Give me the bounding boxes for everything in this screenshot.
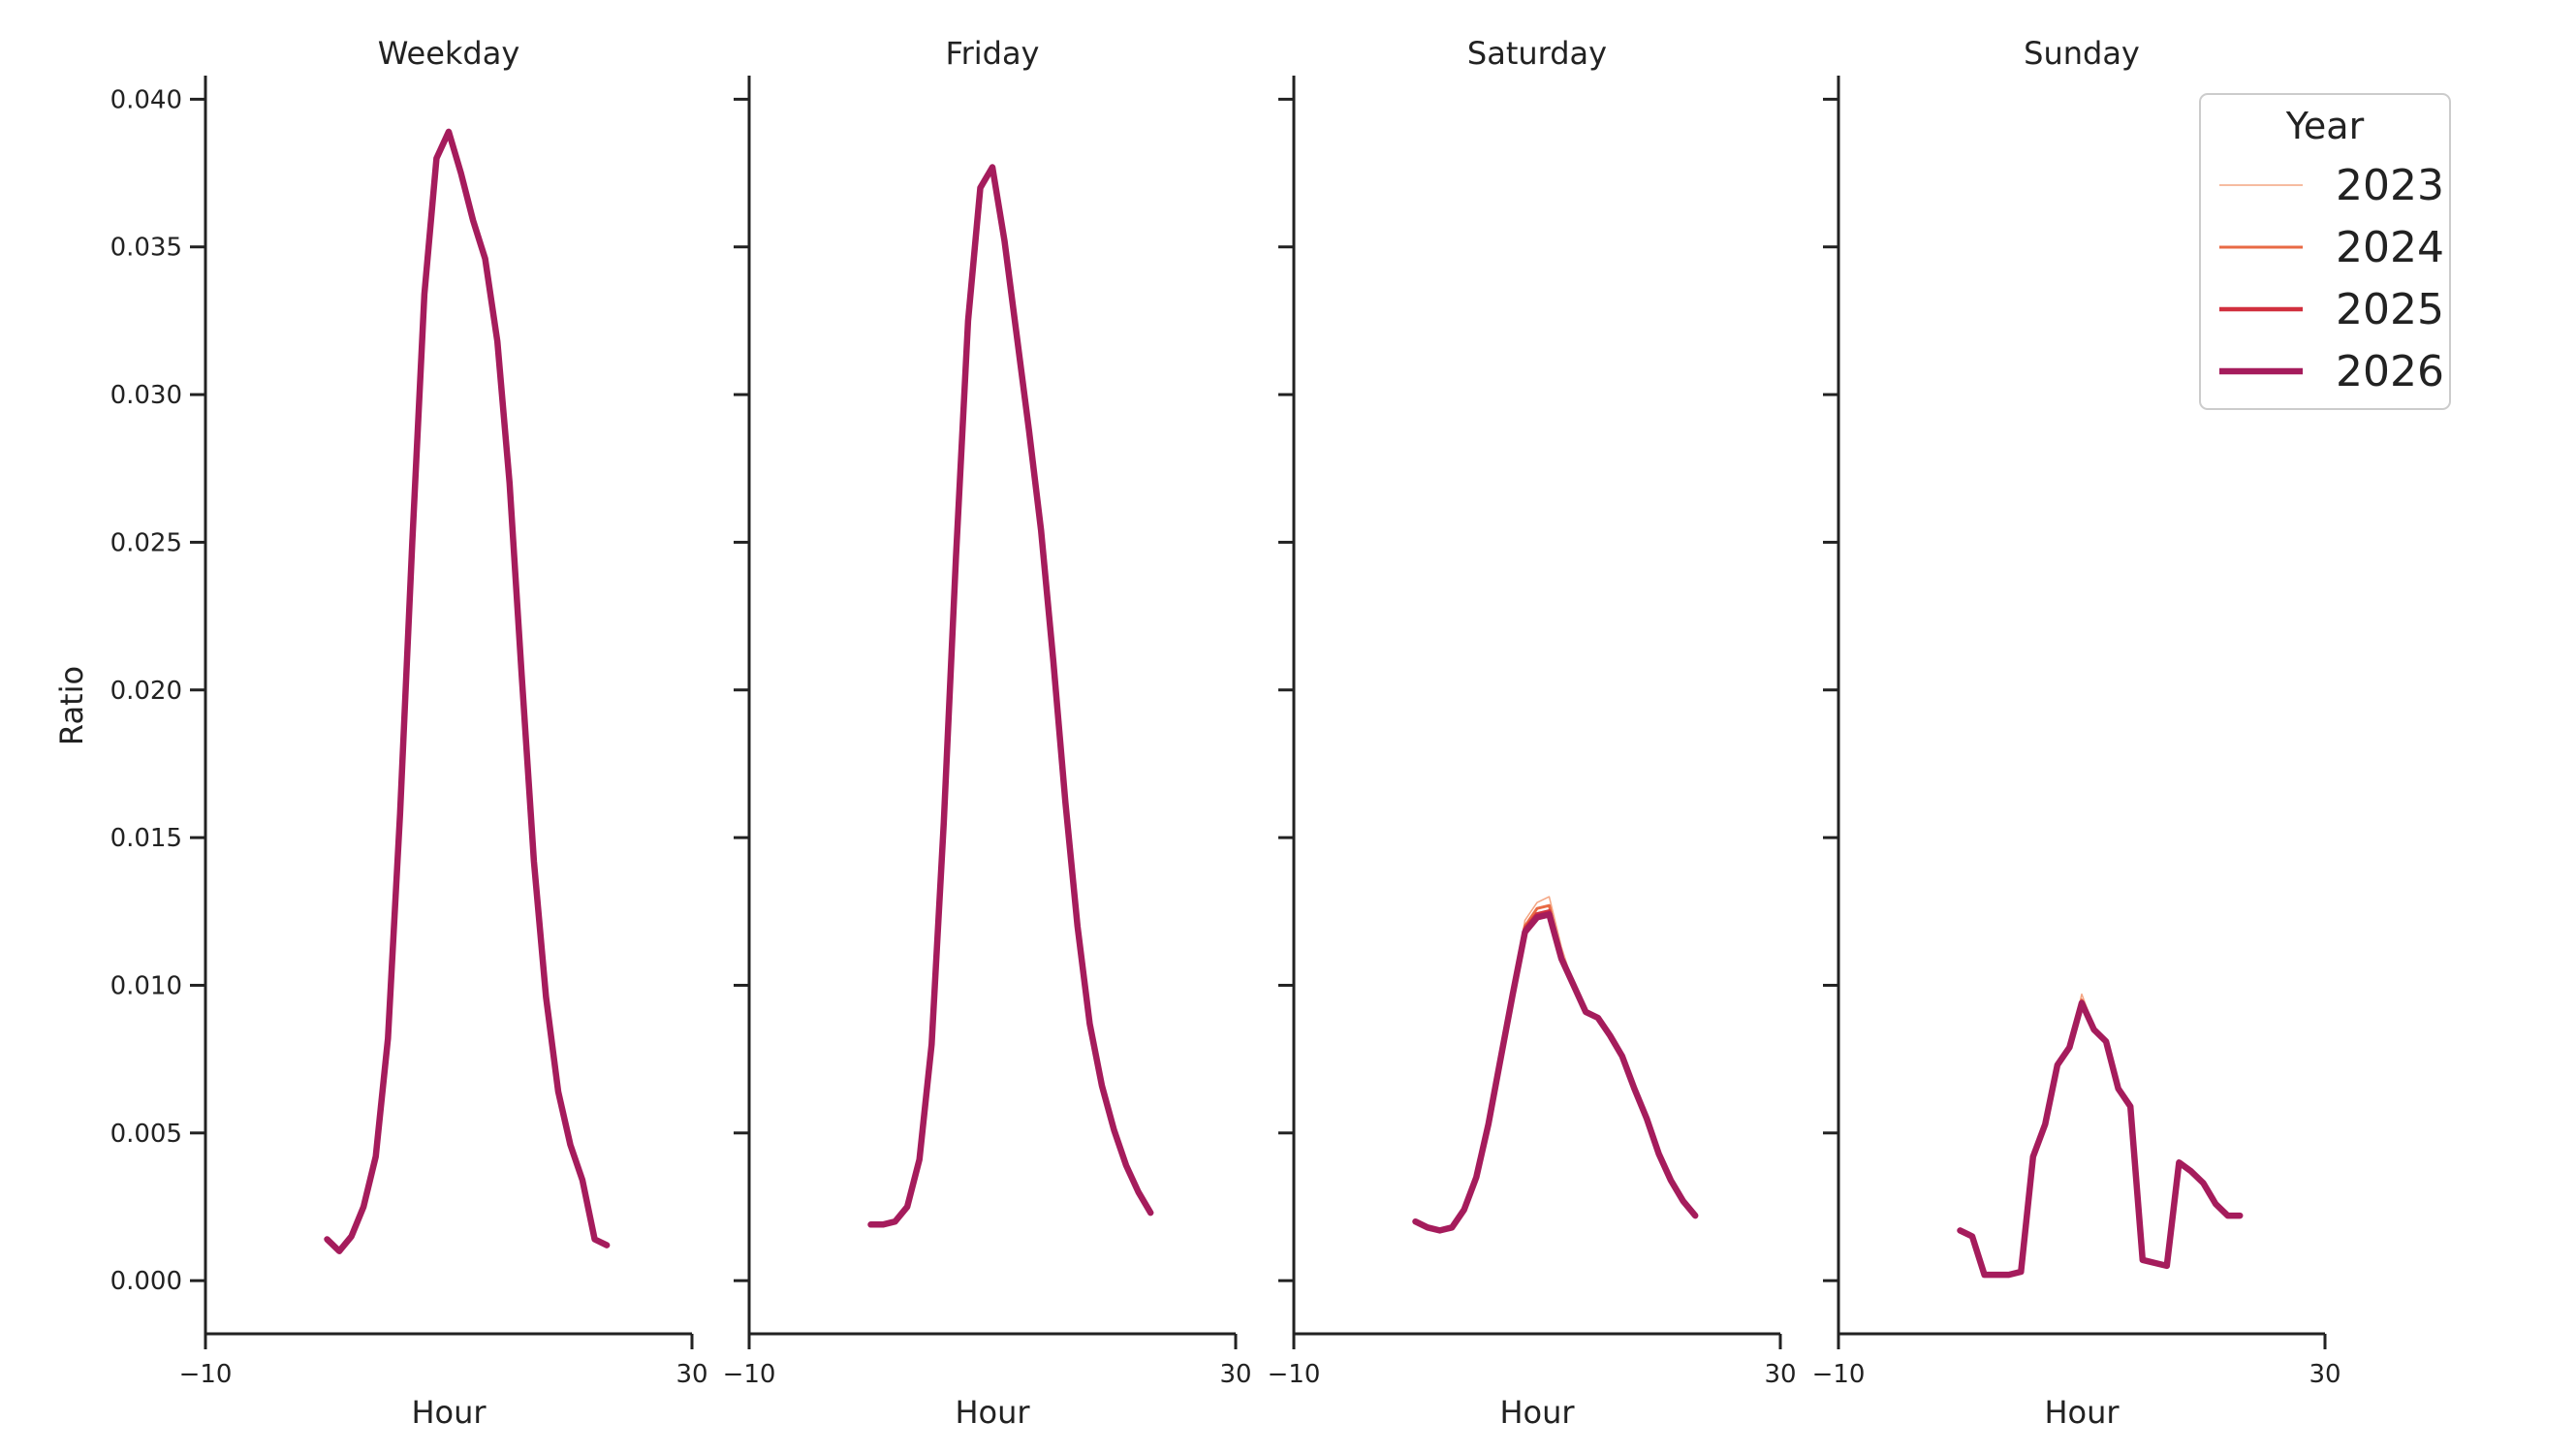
series-line-2024: [1414, 903, 1697, 1232]
y-tick-label: 0.000: [110, 1267, 182, 1296]
y-axis-label: Ratio: [53, 666, 90, 745]
legend-frame: [2199, 93, 2451, 410]
panel-title: Saturday: [1467, 35, 1607, 72]
series-line-2025: [1413, 909, 1698, 1233]
series-line-2026: [1957, 999, 2244, 1279]
series-line-2024: [326, 130, 609, 1253]
panel-title: Sunday: [2024, 35, 2140, 72]
x-tick-label: 30: [1764, 1360, 1796, 1389]
series-line-2025: [325, 129, 610, 1253]
panels-group: Weekday 0.000 0.005 0.010 0.015 0.020 0.025 0.0…: [110, 35, 2341, 1431]
legend-label: 2026: [2336, 347, 2444, 396]
y-tick-label: 0.015: [110, 824, 182, 853]
y-tick-label: 0.020: [110, 677, 182, 706]
legend-label: 2023: [2336, 161, 2444, 210]
series-line-2023: [326, 131, 608, 1252]
x-axis-label: Hour: [411, 1394, 487, 1431]
x-axis-label: Hour: [1499, 1394, 1575, 1431]
y-tick-label: 0.035: [110, 234, 182, 263]
legend-label: 2025: [2336, 285, 2444, 334]
series-line-2026: [867, 164, 1154, 1228]
series-line-2024: [869, 166, 1152, 1226]
series-line-2023: [869, 166, 1151, 1226]
series-line-2026: [1412, 911, 1699, 1234]
x-tick-label: 30: [1219, 1360, 1251, 1389]
panel-title: Friday: [946, 35, 1040, 72]
x-axis-label: Hour: [2044, 1394, 2120, 1431]
y-tick-label: 0.005: [110, 1120, 182, 1149]
series-line-2024: [1959, 998, 2242, 1277]
x-tick-label: 30: [675, 1360, 707, 1389]
y-tick-label: 0.010: [110, 971, 182, 1000]
legend-label: 2024: [2336, 223, 2444, 272]
x-axis-label: Hour: [955, 1394, 1030, 1431]
x-tick-label: −10: [723, 1360, 776, 1389]
series-line-2025: [868, 165, 1153, 1227]
x-tick-label: −10: [1812, 1360, 1866, 1389]
y-tick-label: 0.025: [110, 528, 182, 557]
x-tick-label: −10: [1268, 1360, 1321, 1389]
panel-sunday: Sunday −10 30 Hour: [1812, 35, 2341, 1431]
y-tick-label: 0.030: [110, 381, 182, 410]
x-tick-label: −10: [179, 1360, 233, 1389]
panel-title: Weekday: [378, 35, 520, 72]
legend: Year 2023 2024 2025 2026: [2199, 93, 2451, 410]
series-line-2026: [324, 128, 611, 1254]
y-tick-label: 0.040: [110, 85, 182, 114]
legend-title: Year: [2285, 105, 2365, 147]
series-line-2025: [1958, 1000, 2243, 1278]
panel-saturday: Saturday −10 30 Hour: [1268, 35, 1797, 1431]
panel-friday: Friday −10 30 Hour: [723, 35, 1252, 1431]
x-tick-label: 30: [2309, 1360, 2340, 1389]
panel-weekday: Weekday 0.000 0.005 0.010 0.015 0.020 0.025 0.0…: [110, 35, 708, 1431]
